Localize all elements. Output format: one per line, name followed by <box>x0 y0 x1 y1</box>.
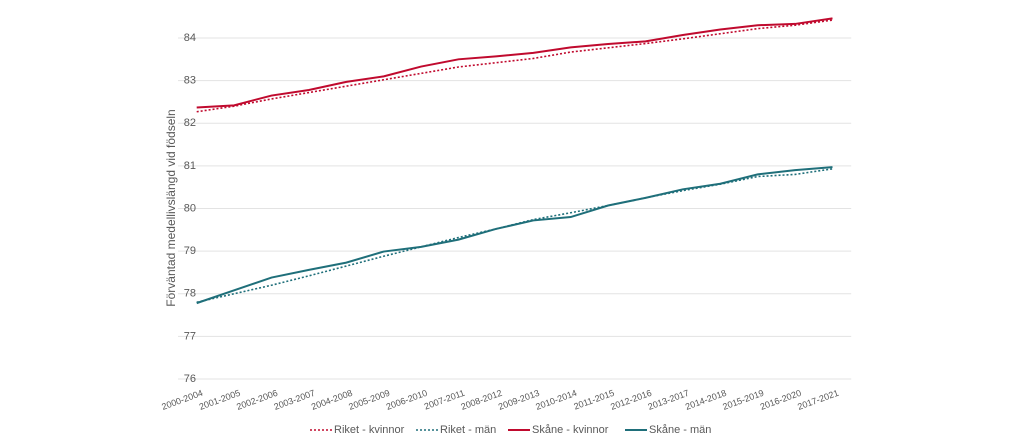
series-line <box>196 166 833 305</box>
legend-label: Skåne - kvinnor <box>532 424 609 436</box>
y-tick-label: 83 <box>184 75 196 87</box>
x-tick-label: 2001-2005 <box>198 388 242 412</box>
series-line <box>196 168 833 304</box>
y-axis-label: Förväntad medellivslängd vid födseln <box>164 109 178 306</box>
x-tick-label: 2008-2012 <box>460 388 504 412</box>
y-tick-label: 78 <box>184 288 196 300</box>
x-tick-label: 2000-2004 <box>160 388 204 412</box>
x-tick-label: 2003-2007 <box>273 388 317 412</box>
y-tick-label: 77 <box>184 330 196 342</box>
y-tick-label: 81 <box>184 160 196 172</box>
legend-label: Riket - män <box>440 424 496 436</box>
x-tick-label: 2014-2018 <box>684 388 728 412</box>
legend-label: Riket - kvinnor <box>334 424 405 436</box>
series-line <box>196 19 833 113</box>
y-tick-label: 84 <box>184 32 196 44</box>
x-tick-label: 2015-2019 <box>721 388 765 412</box>
x-tick-label: 2016-2020 <box>759 388 803 412</box>
y-tick-label: 79 <box>184 245 196 257</box>
x-tick-label: 2007-2011 <box>423 388 466 412</box>
x-tick-label: 2004-2008 <box>310 388 354 412</box>
series-line <box>196 17 833 109</box>
x-tick-label: 2012-2016 <box>609 388 653 412</box>
x-tick-label: 2013-2017 <box>647 388 691 412</box>
y-tick-label: 76 <box>184 373 196 385</box>
y-tick-label: 82 <box>184 117 196 129</box>
x-tick-label: 2005-2009 <box>347 388 391 412</box>
x-tick-label: 2002-2006 <box>235 388 279 412</box>
y-tick-label: 80 <box>184 202 196 214</box>
x-tick-label: 2010-2014 <box>534 388 578 412</box>
x-tick-label: 2011-2015 <box>572 388 615 412</box>
legend-label: Skåne - män <box>649 424 711 436</box>
x-tick-label: 2009-2013 <box>497 388 541 412</box>
x-tick-label: 2017-2021 <box>796 388 840 412</box>
x-tick-label: 2006-2010 <box>385 388 429 412</box>
